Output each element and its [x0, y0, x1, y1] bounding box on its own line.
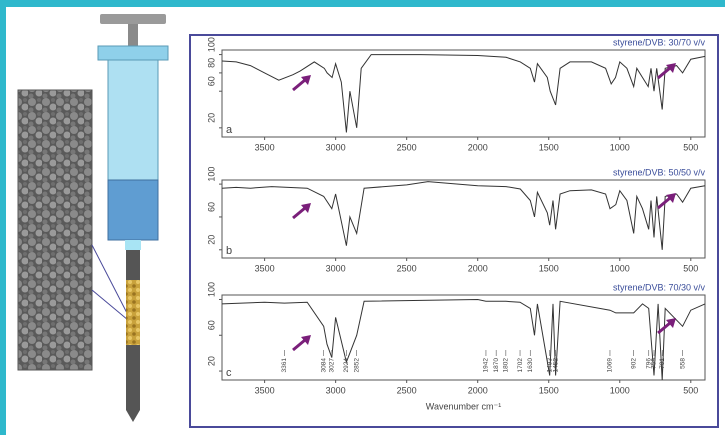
annotation-arrow: [657, 196, 671, 210]
panel-title: styrene/DVB: 70/30 v/v: [613, 282, 706, 292]
x-tick-label: 1500: [539, 142, 559, 152]
annotation-arrowhead: [666, 63, 676, 73]
peak-label: 1452: [552, 358, 559, 373]
annotation-arrowhead: [301, 335, 311, 345]
zoom-line: [91, 289, 129, 321]
annotation-arrowhead: [301, 75, 311, 85]
annotation-arrowhead: [666, 193, 676, 203]
left-border: [0, 0, 6, 435]
y-tick-label: 20: [206, 235, 216, 245]
x-tick-label: 500: [683, 385, 698, 395]
annotation-arrowhead: [301, 203, 311, 213]
y-tick-label: 100: [206, 167, 216, 182]
panel-label: b: [226, 245, 232, 257]
x-tick-label: 2000: [468, 263, 488, 273]
x-tick-label: 2000: [468, 142, 488, 152]
x-tick-label: 3000: [326, 142, 346, 152]
peak-label: 2924: [343, 358, 350, 373]
annotation-arrowhead: [666, 318, 676, 328]
x-tick-label: 2000: [468, 385, 488, 395]
y-tick-label: 60: [206, 76, 216, 86]
syringe: [97, 14, 169, 422]
x-tick-label: 1000: [610, 385, 630, 395]
spectrum-line: [221, 181, 706, 250]
x-tick-label: 1000: [610, 263, 630, 273]
annotation-arrow: [292, 206, 306, 220]
annotation-arrow: [292, 78, 306, 92]
y-tick-label: 20: [206, 356, 216, 366]
peak-label: 1069: [607, 358, 614, 373]
annotation-arrow: [657, 321, 671, 335]
x-tick-label: 3000: [326, 263, 346, 273]
x-tick-label: 3500: [255, 142, 275, 152]
x-tick-label: 500: [683, 263, 698, 273]
x-tick-label: 500: [683, 142, 698, 152]
peak-label: 3361: [281, 358, 288, 373]
y-tick-label: 100: [206, 282, 216, 297]
peak-label: 2852: [353, 358, 360, 373]
panel-title: styrene/DVB: 50/50 v/v: [613, 167, 706, 177]
x-tick-label: 1000: [610, 142, 630, 152]
x-axis-label: Wavenumber cm⁻¹: [426, 401, 501, 411]
x-tick-label: 2500: [397, 385, 417, 395]
x-tick-label: 3000: [326, 385, 346, 395]
top-border: [0, 0, 725, 7]
peak-label: 796: [645, 358, 652, 369]
peak-label: 1870: [493, 358, 500, 373]
y-tick-label: 20: [206, 113, 216, 123]
spectra-frame: [189, 34, 719, 428]
annotation-arrow: [292, 338, 306, 352]
peak-label: 1493: [546, 358, 553, 373]
peak-label: 1630: [527, 358, 534, 373]
peak-label: 1802: [503, 358, 510, 373]
peak-label: 3084: [320, 358, 327, 373]
x-tick-label: 1500: [539, 385, 559, 395]
peak-label: 558: [679, 358, 686, 369]
y-tick-label: 60: [206, 320, 216, 330]
plot-area: [221, 294, 706, 381]
zoom-line: [91, 244, 129, 316]
x-tick-label: 1500: [539, 263, 559, 273]
peak-label: 902: [630, 358, 637, 369]
annotation-arrow: [657, 66, 671, 80]
y-tick-label: 100: [206, 37, 216, 52]
panel-title: styrene/DVB: 30/70 v/v: [613, 37, 706, 47]
peak-label: 701: [659, 358, 666, 369]
sem-image: [17, 89, 93, 371]
x-tick-label: 2500: [397, 142, 417, 152]
peak-label: 759: [651, 358, 658, 369]
panel-label: c: [226, 367, 232, 379]
peak-label: 3027: [329, 358, 336, 373]
panel-label: a: [226, 124, 233, 136]
y-tick-label: 60: [206, 202, 216, 212]
y-tick-label: 80: [206, 58, 216, 68]
peak-label: 1702: [517, 358, 524, 373]
spectrum-line: [221, 298, 706, 381]
plot-area: [221, 179, 706, 259]
spectrum-line: [221, 54, 706, 133]
x-tick-label: 3500: [255, 385, 275, 395]
plot-area: [221, 49, 706, 138]
x-tick-label: 3500: [255, 263, 275, 273]
x-tick-label: 2500: [397, 263, 417, 273]
peak-label: 1942: [483, 358, 490, 373]
